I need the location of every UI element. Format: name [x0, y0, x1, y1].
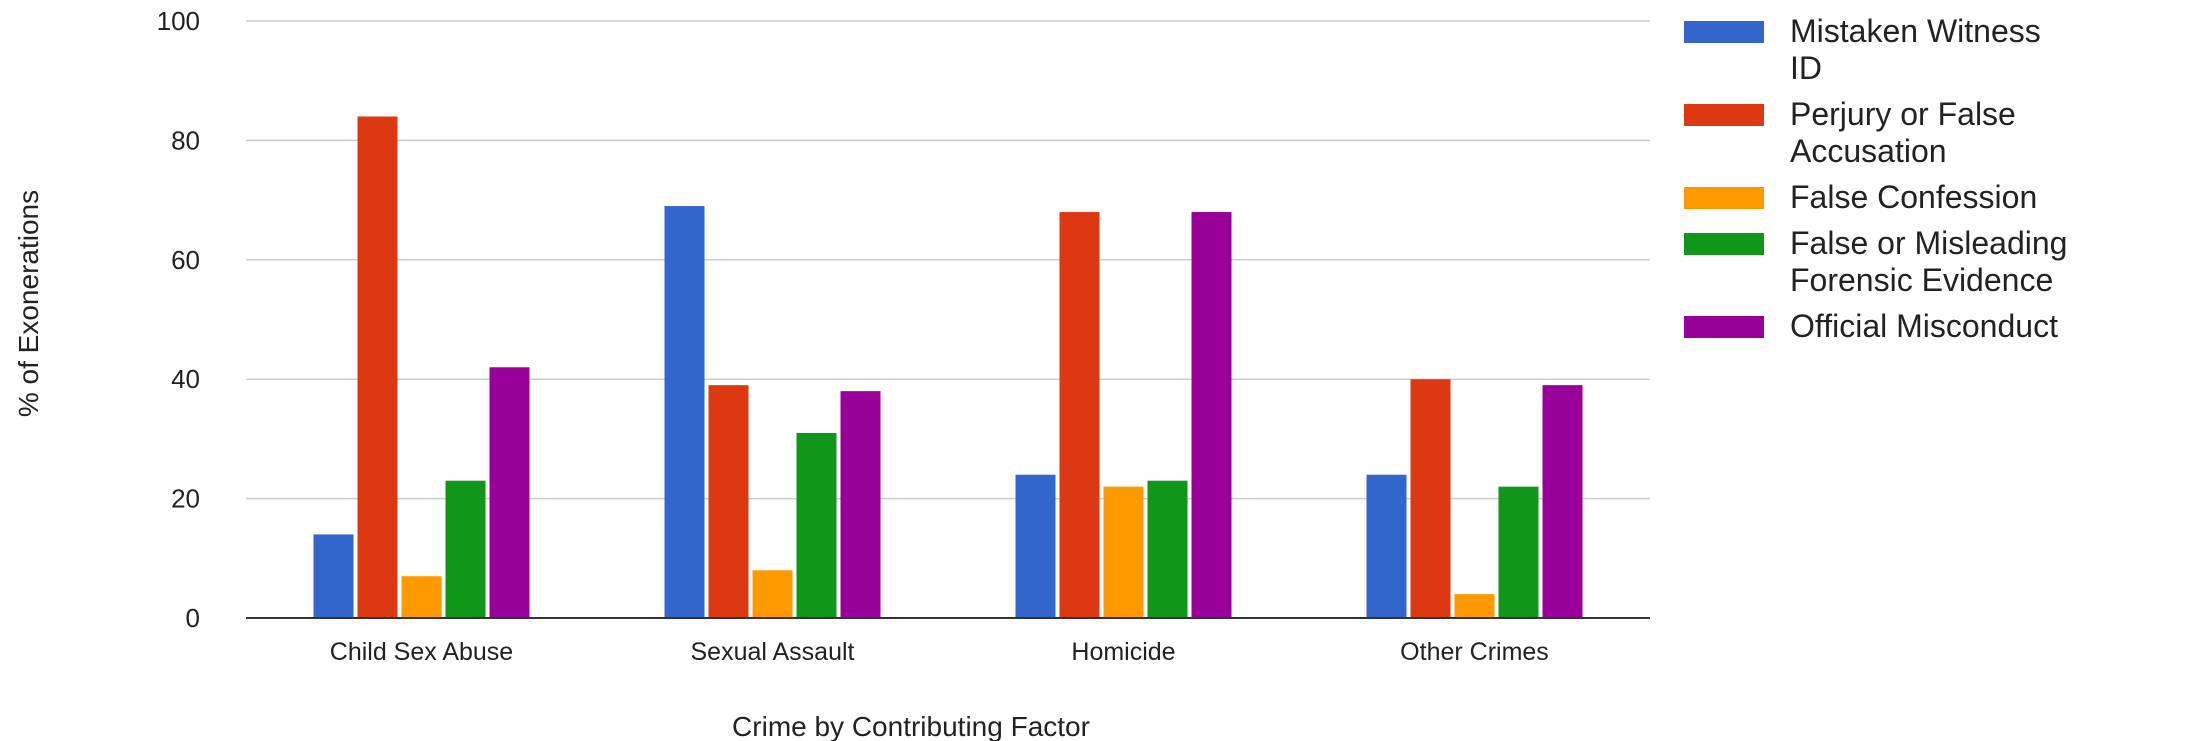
bar-perjury-or-false-accusation-other-crimes — [1410, 379, 1451, 618]
y-tick-label: 60 — [171, 245, 200, 275]
y-tick-label: 0 — [186, 603, 200, 633]
x-category-label: Other Crimes — [1400, 638, 1549, 666]
y-tick-label: 100 — [157, 6, 200, 36]
legend-label: False or Misleading — [1790, 225, 2067, 261]
bar-false-or-misleading-forensic-evidence-homicide — [1147, 480, 1188, 618]
bar-official-misconduct-other-crimes — [1542, 385, 1583, 618]
bar-false-confession-child-sex-abuse — [401, 576, 442, 618]
x-category-label: Homicide — [1071, 638, 1175, 666]
legend-label: Mistaken Witness — [1790, 13, 2041, 49]
bar-mistaken-witness-id-other-crimes — [1366, 474, 1407, 618]
legend-label: ID — [1790, 50, 1822, 86]
y-axis-title: % of Exonerations — [13, 190, 44, 417]
bar-false-or-misleading-forensic-evidence-other-crimes — [1498, 486, 1539, 618]
legend-swatch — [1684, 21, 1764, 43]
bar-official-misconduct-child-sex-abuse — [489, 367, 530, 618]
bar-false-confession-homicide — [1103, 486, 1144, 618]
bar-mistaken-witness-id-homicide — [1015, 474, 1056, 618]
y-axis-ticks: 0 20 40 60 80 100 — [157, 6, 200, 633]
legend-swatch — [1684, 316, 1764, 338]
x-category-label: Sexual Assault — [691, 638, 855, 666]
bar-mistaken-witness-id-sexual-assault — [664, 206, 705, 618]
legend-label: Perjury or False — [1790, 96, 2016, 132]
bar-false-confession-sexual-assault — [752, 570, 793, 618]
y-tick-label: 20 — [171, 484, 200, 514]
x-axis-title: Crime by Contributing Factor — [732, 711, 1090, 741]
bar-perjury-or-false-accusation-sexual-assault — [708, 385, 749, 618]
bar-official-misconduct-sexual-assault — [840, 391, 881, 618]
legend-swatch — [1684, 104, 1764, 126]
x-category-label: Child Sex Abuse — [330, 638, 513, 666]
bar-mistaken-witness-id-child-sex-abuse — [313, 534, 354, 618]
legend-label: Accusation — [1790, 133, 1947, 169]
bars — [313, 116, 1583, 619]
legend-label: Official Misconduct — [1790, 308, 2058, 344]
x-axis-category-labels: Child Sex Abuse Sexual Assault Homicide Oth… — [330, 638, 1549, 666]
legend-label: False Confession — [1790, 179, 2037, 215]
legend-item: False Confession — [1684, 179, 2037, 215]
bar-perjury-or-false-accusation-child-sex-abuse — [357, 116, 398, 619]
legend-swatch — [1684, 233, 1764, 255]
y-tick-label: 40 — [171, 364, 200, 394]
y-tick-label: 80 — [171, 125, 200, 155]
bar-official-misconduct-homicide — [1191, 212, 1232, 619]
bar-false-confession-other-crimes — [1454, 594, 1495, 618]
legend-swatch — [1684, 187, 1764, 209]
bar-perjury-or-false-accusation-homicide — [1059, 212, 1100, 619]
bar-false-or-misleading-forensic-evidence-child-sex-abuse — [445, 480, 486, 618]
legend-item: Official Misconduct — [1684, 308, 2058, 344]
bar-false-or-misleading-forensic-evidence-sexual-assault — [796, 432, 837, 618]
legend-label: Forensic Evidence — [1790, 262, 2053, 298]
